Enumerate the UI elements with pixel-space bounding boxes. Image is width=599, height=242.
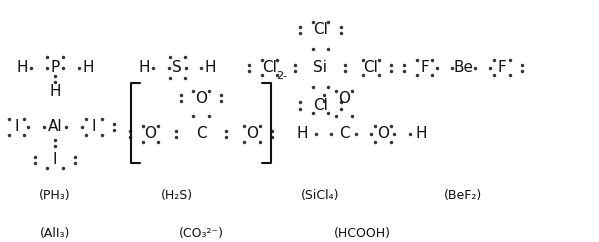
Text: I: I [92, 119, 96, 134]
Text: (BeF₂): (BeF₂) [444, 189, 483, 202]
Text: Cl: Cl [364, 60, 379, 75]
Text: P: P [50, 60, 60, 75]
Text: O: O [338, 91, 350, 106]
Text: Cl: Cl [313, 98, 328, 113]
Text: Cl: Cl [262, 60, 277, 75]
Text: I: I [53, 152, 58, 167]
Text: (SiCl₄): (SiCl₄) [301, 189, 340, 202]
Text: (H₂S): (H₂S) [161, 189, 193, 202]
Text: (HCOOH): (HCOOH) [334, 227, 391, 240]
Text: (PH₃): (PH₃) [40, 189, 71, 202]
Text: Si: Si [313, 60, 328, 75]
Text: Cl: Cl [313, 22, 328, 37]
Text: F: F [420, 60, 429, 75]
Text: S: S [173, 60, 182, 75]
Text: H: H [416, 126, 428, 141]
Text: (AlI₃): (AlI₃) [40, 227, 70, 240]
Text: 2-: 2- [276, 71, 288, 81]
Text: H: H [139, 60, 150, 75]
Text: Al: Al [48, 119, 62, 134]
Text: F: F [498, 60, 507, 75]
Text: H: H [297, 126, 308, 141]
Text: Be: Be [453, 60, 473, 75]
Text: O: O [144, 126, 156, 141]
Text: O: O [246, 126, 258, 141]
Text: O: O [377, 126, 389, 141]
Text: C: C [339, 126, 350, 141]
Text: C: C [196, 126, 207, 141]
Text: H: H [82, 60, 93, 75]
Text: H: H [204, 60, 216, 75]
Text: O: O [195, 91, 207, 106]
Text: H: H [17, 60, 28, 75]
Text: I: I [14, 119, 19, 134]
Text: (CO₃²⁻): (CO₃²⁻) [179, 227, 223, 240]
Text: H: H [49, 84, 61, 99]
